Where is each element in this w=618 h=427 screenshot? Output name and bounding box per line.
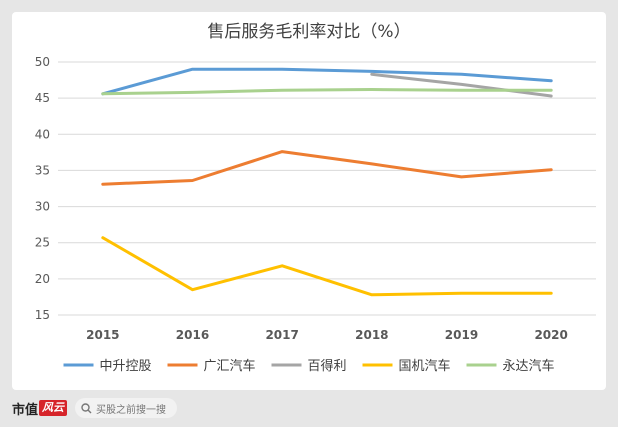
legend-label: 国机汽车 [399, 358, 451, 374]
search-text: 买股之前搜一搜 [96, 404, 167, 416]
footer: 市值 风云 买股之前搜一搜 [12, 396, 178, 420]
legend-label: 永达汽车 [503, 358, 555, 374]
y-tick-label: 45 [35, 91, 50, 105]
gridlines [58, 61, 596, 316]
legend-label: 百得利 [308, 358, 347, 374]
brand-mark: 风云 [39, 400, 68, 416]
x-tick-label: 2018 [355, 328, 388, 342]
x-axis-ticks: 2015 2016 2017 2018 2019 2020 [86, 328, 568, 342]
x-tick-label: 2020 [534, 328, 567, 342]
y-axis-ticks: 15 20 25 30 35 40 45 50 [35, 55, 50, 322]
y-tick-label: 40 [35, 127, 50, 141]
y-tick-label: 50 [35, 55, 50, 69]
series-line [101, 88, 553, 96]
series-line [101, 67, 553, 96]
series-line [370, 72, 553, 98]
series-lines [101, 67, 553, 297]
brand-text: 市值 [12, 402, 39, 418]
y-tick-label: 35 [35, 163, 50, 177]
legend: 中升控股 广汇汽车 百得利 国机汽车 永达汽车 [63, 358, 555, 374]
search-icon [81, 402, 92, 413]
x-tick-label: 2019 [445, 328, 478, 342]
chart-title: 售后服务毛利率对比（%） [207, 22, 410, 42]
y-tick-label: 15 [35, 308, 50, 322]
y-tick-label: 30 [35, 200, 50, 214]
y-tick-label: 25 [35, 236, 50, 250]
legend-label: 广汇汽车 [204, 358, 256, 374]
series-line [101, 150, 553, 186]
chart-card: 售后服务毛利率对比（%） 15 20 25 30 35 40 45 50 2015 2016 20… [12, 12, 606, 390]
series-line [101, 236, 553, 297]
y-tick-label: 20 [35, 272, 50, 286]
brand-logo[interactable]: 市值 风云 [12, 399, 68, 418]
x-tick-label: 2017 [265, 328, 298, 342]
search-box[interactable]: 买股之前搜一搜 [75, 398, 178, 418]
legend-label: 中升控股 [100, 359, 152, 374]
x-tick-label: 2016 [176, 328, 209, 342]
x-tick-label: 2015 [86, 328, 119, 342]
